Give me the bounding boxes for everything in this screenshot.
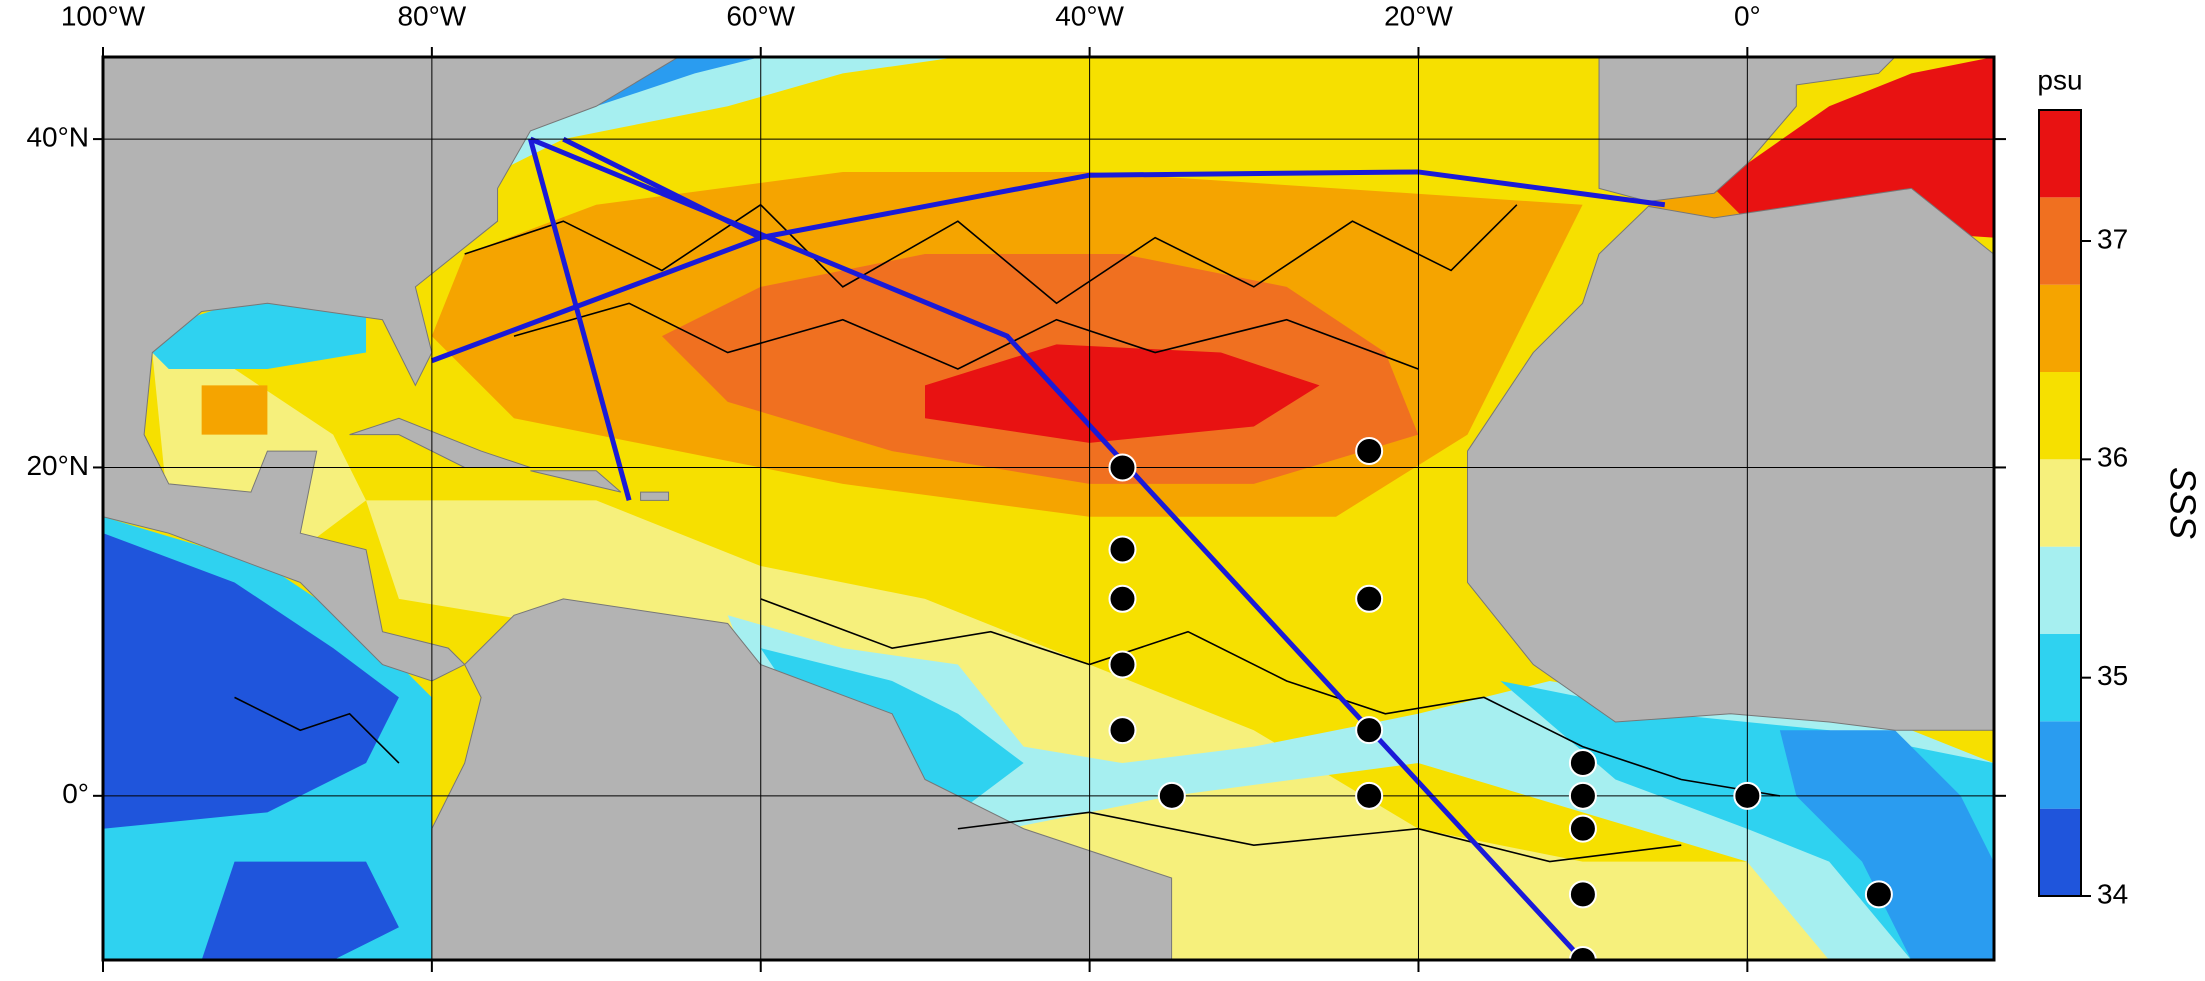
colorbar-band: [2039, 197, 2081, 285]
mooring: [1568, 880, 1597, 909]
colorbar-band: [2039, 634, 2081, 722]
y-tick-label: 0°: [62, 778, 89, 809]
mooring: [1355, 584, 1384, 613]
mooring: [1108, 584, 1137, 613]
colorbar-tick-label: 34: [2097, 878, 2128, 909]
colorbar-band: [2039, 546, 2081, 634]
y-tick-label: 40°N: [26, 121, 89, 152]
salinity-field: [103, 57, 1994, 960]
mooring: [1568, 946, 1597, 960]
colorbar-band: [2039, 459, 2081, 547]
colorbar-tick-label: 37: [2097, 223, 2128, 254]
land: [530, 471, 620, 492]
colorbar-frame: [2038, 109, 2082, 897]
drifter-track: [958, 812, 1681, 861]
mooring: [1108, 453, 1137, 482]
colorbar-band: [2039, 110, 2081, 198]
colorbar-title: SSS: [2162, 467, 2203, 539]
colorbar-band: [2039, 808, 2081, 896]
mooring: [1355, 781, 1384, 810]
grid: [103, 57, 1994, 960]
mooring: [1108, 716, 1137, 745]
sss-zone: [201, 861, 399, 960]
colorbar-band: [2039, 372, 2081, 460]
x-tick-label: 0°: [1734, 0, 1761, 31]
colorbar-tick-label: 36: [2097, 442, 2128, 473]
mooring: [1355, 437, 1384, 466]
ship-track: [530, 139, 629, 500]
axes: 100°W 80°W 60°W 40°W 20°W 0° 0° 20°N 40°N: [26, 0, 2006, 972]
drifter-track: [514, 303, 1418, 369]
mooring: [1864, 880, 1893, 909]
mooring: [1568, 748, 1597, 777]
sss-zone: [1779, 730, 1994, 960]
land: [432, 599, 1172, 960]
colorbar-band: [2039, 284, 2081, 372]
colorbar-band: [2039, 721, 2081, 809]
sss-zone: [135, 303, 367, 369]
moorings: [1108, 437, 1893, 960]
mooring: [1568, 814, 1597, 843]
sss-zone: [201, 385, 268, 435]
drifter-track: [465, 205, 1517, 304]
land: [103, 57, 678, 681]
drifter-track: [235, 697, 399, 763]
colorbar: psu SSS 34 35 36 37: [2037, 64, 2203, 909]
x-tick-label: 60°W: [726, 0, 795, 31]
mooring: [1108, 650, 1137, 679]
map-frame: [101, 55, 1996, 962]
sss-zone: [103, 533, 399, 829]
land: [641, 492, 669, 500]
colorbar-tick-label: 35: [2097, 660, 2128, 691]
x-tick-label: 40°W: [1055, 0, 1124, 31]
x-tick-label: 100°W: [61, 0, 146, 31]
sss-zone: [925, 344, 1320, 443]
map-area: [103, 57, 1994, 960]
drifter-track: [761, 599, 1780, 796]
mooring: [1733, 781, 1762, 810]
ship-track: [563, 139, 760, 238]
mooring: [1355, 716, 1384, 745]
mooring: [1568, 781, 1597, 810]
y-tick-label: 20°N: [26, 450, 89, 481]
mooring: [1108, 535, 1137, 564]
sss-zone: [366, 500, 1994, 960]
mooring: [1157, 781, 1186, 810]
colorbar-label: psu: [2037, 64, 2082, 95]
x-tick-label: 20°W: [1384, 0, 1453, 31]
x-tick-label: 80°W: [397, 0, 466, 31]
